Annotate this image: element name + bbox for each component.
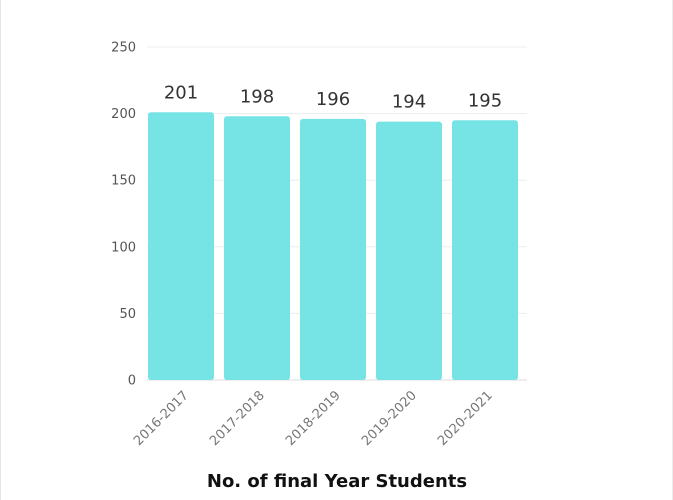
x-tick-label: 2017-2018 — [207, 388, 268, 449]
x-tick-label: 2020-2021 — [435, 388, 496, 449]
data-label: 196 — [316, 89, 350, 110]
bar-2018-2019 — [300, 118, 366, 380]
bar-2016-2017 — [148, 112, 214, 380]
bar-2020-2021 — [452, 120, 518, 380]
y-axis-ticks: 0 50 100 150 200 250 — [111, 41, 136, 389]
bar-2017-2018 — [224, 116, 290, 380]
y-tick-label: 0 — [128, 374, 136, 389]
y-tick-label: 100 — [111, 240, 136, 255]
data-label: 195 — [468, 90, 502, 111]
data-label: 198 — [240, 86, 274, 107]
data-label: 201 — [164, 82, 198, 103]
data-labels: 201 198 196 194 195 — [164, 82, 502, 112]
x-axis-title: No. of final Year Students — [207, 471, 467, 492]
y-tick-label: 150 — [111, 174, 136, 189]
x-axis-ticks: 2016-2017 2017-2018 2018-2019 2019-2020 2020… — [131, 388, 496, 449]
bars — [148, 112, 518, 380]
bar-2019-2020 — [376, 121, 442, 380]
y-tick-label: 50 — [119, 307, 136, 322]
x-tick-label: 2018-2019 — [283, 388, 344, 449]
data-label: 194 — [392, 92, 426, 113]
y-tick-label: 200 — [111, 107, 136, 122]
x-tick-label: 2016-2017 — [131, 388, 192, 449]
y-tick-label: 250 — [111, 41, 136, 56]
frame-left-border — [0, 0, 1, 500]
x-tick-label: 2019-2020 — [359, 388, 420, 449]
